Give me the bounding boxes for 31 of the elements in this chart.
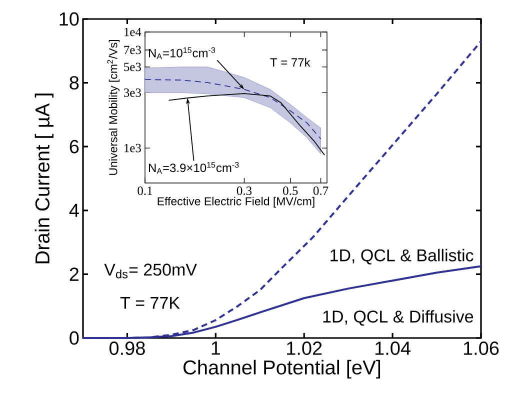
y-tick-label: 0	[70, 331, 79, 345]
x-tick-label: 0.7	[313, 186, 328, 196]
y-tick-label: 10	[60, 12, 79, 26]
y-tick-label: 4	[69, 204, 79, 217]
y-axis-title: Universal Mobility [cm$^{2}$/Vs]	[107, 40, 120, 175]
annotation: N$_{A}$=3.9×10$^{15}$cm$^{-3}$	[149, 162, 239, 174]
y-axis-title: Drain Current [ µA ]	[34, 94, 54, 264]
x-tick-label: 1	[212, 342, 220, 355]
annotation: V$_{ds}$= 250mV	[104, 264, 197, 278]
y-tick-label: 7e3	[124, 46, 141, 54]
y-tick-label: 1e3	[124, 144, 141, 152]
x-tick-label: 0.98	[109, 342, 145, 355]
x-axis-title: Channel Potential [eV]	[184, 360, 380, 378]
y-tick-label: 6	[70, 140, 79, 154]
y-tick-label: 2	[70, 268, 79, 281]
x-tick-label: 0.5	[283, 186, 298, 196]
y-tick-label: 5e3	[124, 62, 141, 72]
x-axis-title: Effective Electric Field [MV/cm]	[158, 196, 314, 208]
x-tick-label: 0.1	[138, 186, 152, 196]
x-tick-label: 1.02	[287, 342, 322, 355]
y-tick-label: 1e4	[124, 28, 142, 36]
annotation: T = 77K	[120, 297, 180, 309]
annotation: 1D, QCL & Ballistic	[330, 248, 474, 264]
x-tick-label: 1.04	[376, 342, 410, 355]
x-tick-label: 1.06	[464, 342, 499, 355]
y-tick-label: 8	[70, 76, 79, 90]
annotation: T = 77k	[270, 58, 310, 67]
y-tick-label: 3e3	[124, 88, 141, 97]
annotation: N$_{A}$=10$^{15}$cm$^{-3}$	[149, 47, 216, 60]
annotation: 1D, QCL & Diffusive	[323, 310, 474, 326]
x-tick-label: 0.3	[236, 186, 252, 196]
